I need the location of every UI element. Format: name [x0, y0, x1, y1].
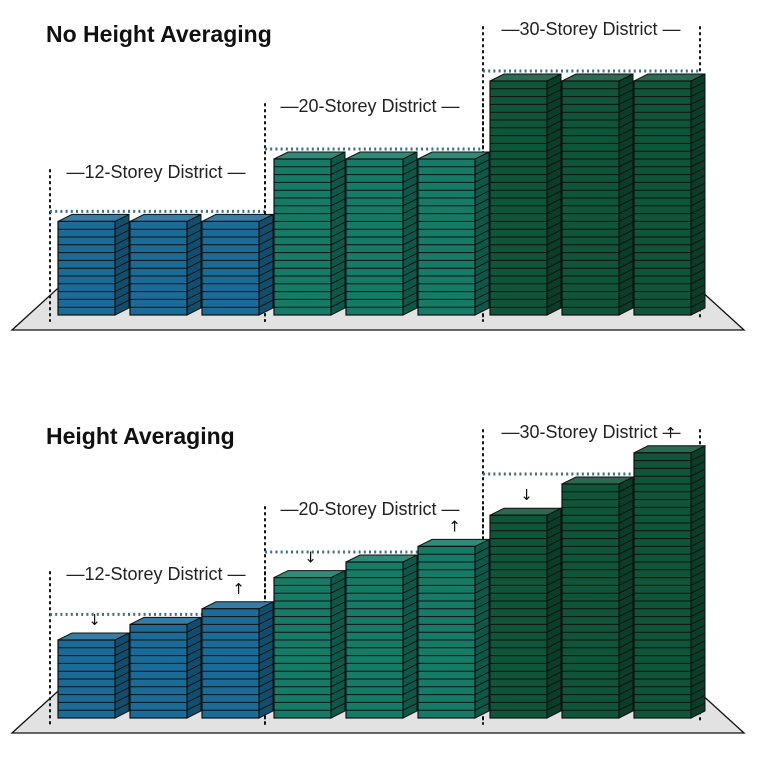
district-label-12: —12-Storey District —: [66, 162, 245, 182]
building: [417, 151, 490, 316]
building: ↑: [633, 424, 706, 719]
district-label-30: —30-Storey District —: [501, 19, 680, 39]
building: [57, 213, 130, 316]
panel-height-averaging: Height Averaging ↓ ↑ ↓ ↑ ↓ ↑ —12-Storey Distr…: [10, 422, 746, 734]
building: [561, 73, 634, 316]
building: [561, 476, 634, 719]
panel-title: No Height Averaging: [46, 21, 272, 47]
arrow-down-icon: ↓: [520, 486, 533, 504]
arrow-up-icon: ↑: [664, 424, 677, 442]
building: [129, 616, 202, 719]
district-label-12: —12-Storey District —: [66, 564, 245, 584]
building: [345, 554, 418, 719]
arrow-down-icon: ↓: [88, 611, 101, 629]
building: ↑: [417, 517, 490, 719]
building: [201, 213, 274, 316]
arrow-up-icon: ↑: [232, 580, 245, 598]
building: [129, 213, 202, 316]
panel-no-height-averaging: No Height Averaging —12-Storey District …: [10, 19, 746, 331]
building: ↓: [273, 549, 346, 719]
district-label-30: —30-Storey District —: [501, 422, 680, 442]
district-label-20: —20-Storey District —: [280, 96, 459, 116]
arrow-up-icon: ↑: [448, 517, 461, 535]
arrow-down-icon: ↓: [304, 549, 317, 567]
building: [633, 73, 706, 316]
district-label-20: —20-Storey District —: [280, 499, 459, 519]
building: ↑: [201, 580, 274, 719]
building: ↓: [489, 486, 562, 719]
panel-title: Height Averaging: [46, 423, 235, 449]
building: [489, 73, 562, 316]
building: ↓: [57, 611, 130, 719]
building: [345, 151, 418, 316]
building: [273, 151, 346, 316]
